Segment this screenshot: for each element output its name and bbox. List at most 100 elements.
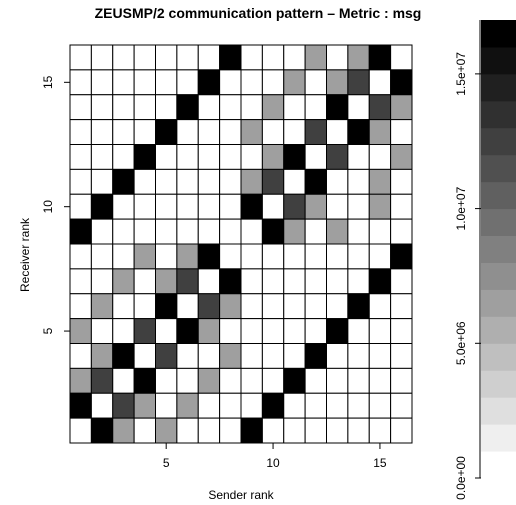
- heatmap-cell: [90, 243, 114, 270]
- heatmap-cell: [347, 293, 370, 320]
- heatmap-cell: [69, 144, 92, 170]
- heatmap-cell: [261, 94, 285, 121]
- heatmap-cell: [240, 243, 263, 270]
- heatmap-cell: [240, 69, 263, 96]
- colorbar-tick-label: 1.0e+07: [454, 186, 468, 230]
- heatmap-cell: [261, 44, 285, 71]
- heatmap-cell: [155, 343, 178, 369]
- heatmap-cell: [69, 94, 92, 121]
- heatmap-cell: [155, 168, 178, 195]
- heatmap-cell: [261, 343, 285, 369]
- colorbar-segment: [481, 73, 516, 102]
- heatmap-cell: [304, 318, 327, 344]
- heatmap-cell: [176, 94, 199, 121]
- heatmap-cell: [197, 69, 221, 96]
- heatmap-cell: [90, 168, 114, 195]
- heatmap-cell: [304, 392, 327, 419]
- heatmap-cell: [240, 218, 263, 245]
- heatmap-cell: [368, 293, 392, 320]
- heatmap-cell: [347, 94, 370, 121]
- heatmap-cell: [155, 367, 178, 394]
- heatmap-cell: [368, 367, 392, 394]
- heatmap-cell: [368, 243, 392, 270]
- heatmap-cell: [390, 417, 413, 444]
- heatmap-cell: [112, 417, 135, 444]
- heatmap-cell: [240, 293, 263, 320]
- heatmap-cell: [219, 119, 242, 145]
- heatmap-cell: [112, 268, 135, 295]
- heatmap-cell: [347, 144, 370, 170]
- heatmap-cell: [112, 343, 135, 369]
- heatmap-cell: [133, 69, 156, 96]
- heatmap-cell: [283, 243, 306, 270]
- heatmap-cell: [155, 268, 178, 295]
- heatmap-cell: [133, 144, 156, 170]
- heatmap-cell: [176, 392, 199, 419]
- heatmap-cell: [133, 94, 156, 121]
- colorbar-segment: [481, 208, 516, 237]
- heatmap-cell: [155, 44, 178, 71]
- heatmap-cells: [69, 44, 413, 444]
- heatmap-cell: [176, 268, 199, 295]
- x-tick-label: 5: [163, 456, 170, 470]
- heatmap-cell: [283, 44, 306, 71]
- heatmap-cell: [261, 392, 285, 419]
- heatmap-cell: [176, 318, 199, 344]
- heatmap-cell: [155, 94, 178, 121]
- heatmap-cell: [240, 392, 263, 419]
- heatmap-cell: [390, 94, 413, 121]
- heatmap-cell: [304, 293, 327, 320]
- heatmap-cell: [283, 417, 306, 444]
- heatmap-cell: [368, 119, 392, 145]
- heatmap-cell: [90, 268, 114, 295]
- heatmap-cell: [176, 119, 199, 145]
- heatmap-cell: [326, 44, 349, 71]
- heatmap-cell: [326, 144, 349, 170]
- heatmap-cell: [326, 367, 349, 394]
- heatmap-cell: [326, 168, 349, 195]
- heatmap-cell: [390, 367, 413, 394]
- heatmap-cell: [326, 193, 349, 220]
- heatmap-cell: [197, 343, 221, 369]
- heatmap-cell: [347, 318, 370, 344]
- heatmap-cell: [261, 218, 285, 245]
- heatmap-cell: [197, 392, 221, 419]
- heatmap-cell: [261, 293, 285, 320]
- heatmap-cell: [390, 193, 413, 220]
- heatmap-cell: [261, 69, 285, 96]
- heatmap-cell: [176, 69, 199, 96]
- heatmap-cell: [197, 293, 221, 320]
- heatmap-cell: [368, 218, 392, 245]
- heatmap-cell: [112, 119, 135, 145]
- heatmap-cell: [390, 318, 413, 344]
- colorbar-tick-label: 0.0e+00: [454, 456, 468, 500]
- heatmap-cell: [197, 318, 221, 344]
- heatmap-cell: [90, 94, 114, 121]
- colorbar-segment: [481, 20, 516, 48]
- heatmap-cell: [390, 168, 413, 195]
- heatmap-cell: [368, 168, 392, 195]
- heatmap-cell: [69, 343, 92, 369]
- heatmap-cell: [176, 144, 199, 170]
- heatmap-cell: [90, 119, 114, 145]
- heatmap-cell: [69, 367, 92, 394]
- heatmap-cell: [261, 367, 285, 394]
- heatmap-cell: [219, 94, 242, 121]
- colorbar-segment: [481, 235, 516, 263]
- heatmap-cell: [390, 44, 413, 71]
- heatmap-cell: [133, 218, 156, 245]
- heatmap-cell: [112, 392, 135, 419]
- heatmap-cell: [133, 168, 156, 195]
- heatmap-cell: [69, 168, 92, 195]
- heatmap-cell: [283, 144, 306, 170]
- colorbar-segment: [481, 46, 516, 75]
- heatmap-cell: [240, 343, 263, 369]
- heatmap-cell: [240, 144, 263, 170]
- heatmap-cell: [390, 293, 413, 320]
- heatmap-cell: [112, 293, 135, 320]
- heatmap-cell: [326, 119, 349, 145]
- heatmap-cell: [368, 44, 392, 71]
- heatmap-cell: [176, 218, 199, 245]
- heatmap-cell: [112, 94, 135, 121]
- heatmap-cell: [112, 44, 135, 71]
